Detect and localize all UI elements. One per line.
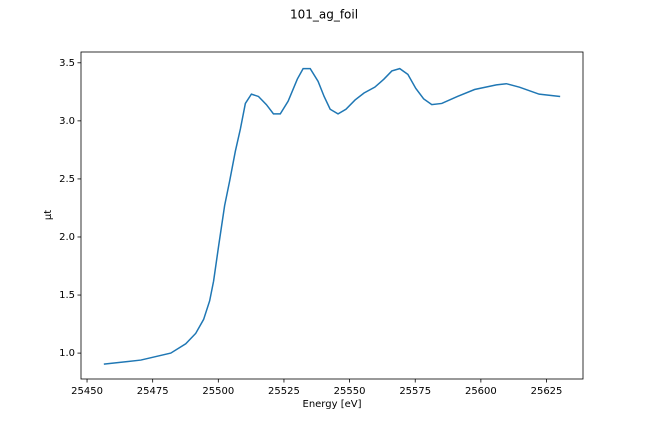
x-tick-label: 25600 — [465, 386, 497, 397]
x-tick-label: 25525 — [268, 386, 300, 397]
x-tick-label: 25475 — [137, 386, 169, 397]
x-tick-label: 25575 — [399, 386, 431, 397]
x-tick-label: 25550 — [334, 386, 366, 397]
y-axis-label: μt — [43, 210, 54, 220]
y-tick-label: 2.0 — [59, 232, 75, 243]
y-tick-label: 2.5 — [59, 174, 75, 185]
y-tick-label: 3.5 — [59, 58, 75, 69]
x-tick-label: 25500 — [202, 386, 234, 397]
y-tick-label: 1.5 — [59, 290, 75, 301]
chart-title: 101_ag_foil — [290, 8, 358, 22]
x-axis-label: Energy [eV] — [303, 399, 362, 410]
x-tick-label: 25625 — [531, 386, 563, 397]
x-tick-label: 25450 — [71, 386, 103, 397]
y-tick-label: 1.0 — [59, 348, 75, 359]
plot-frame — [80, 51, 584, 380]
data-line — [103, 67, 561, 365]
y-tick-label: 3.0 — [59, 116, 75, 127]
